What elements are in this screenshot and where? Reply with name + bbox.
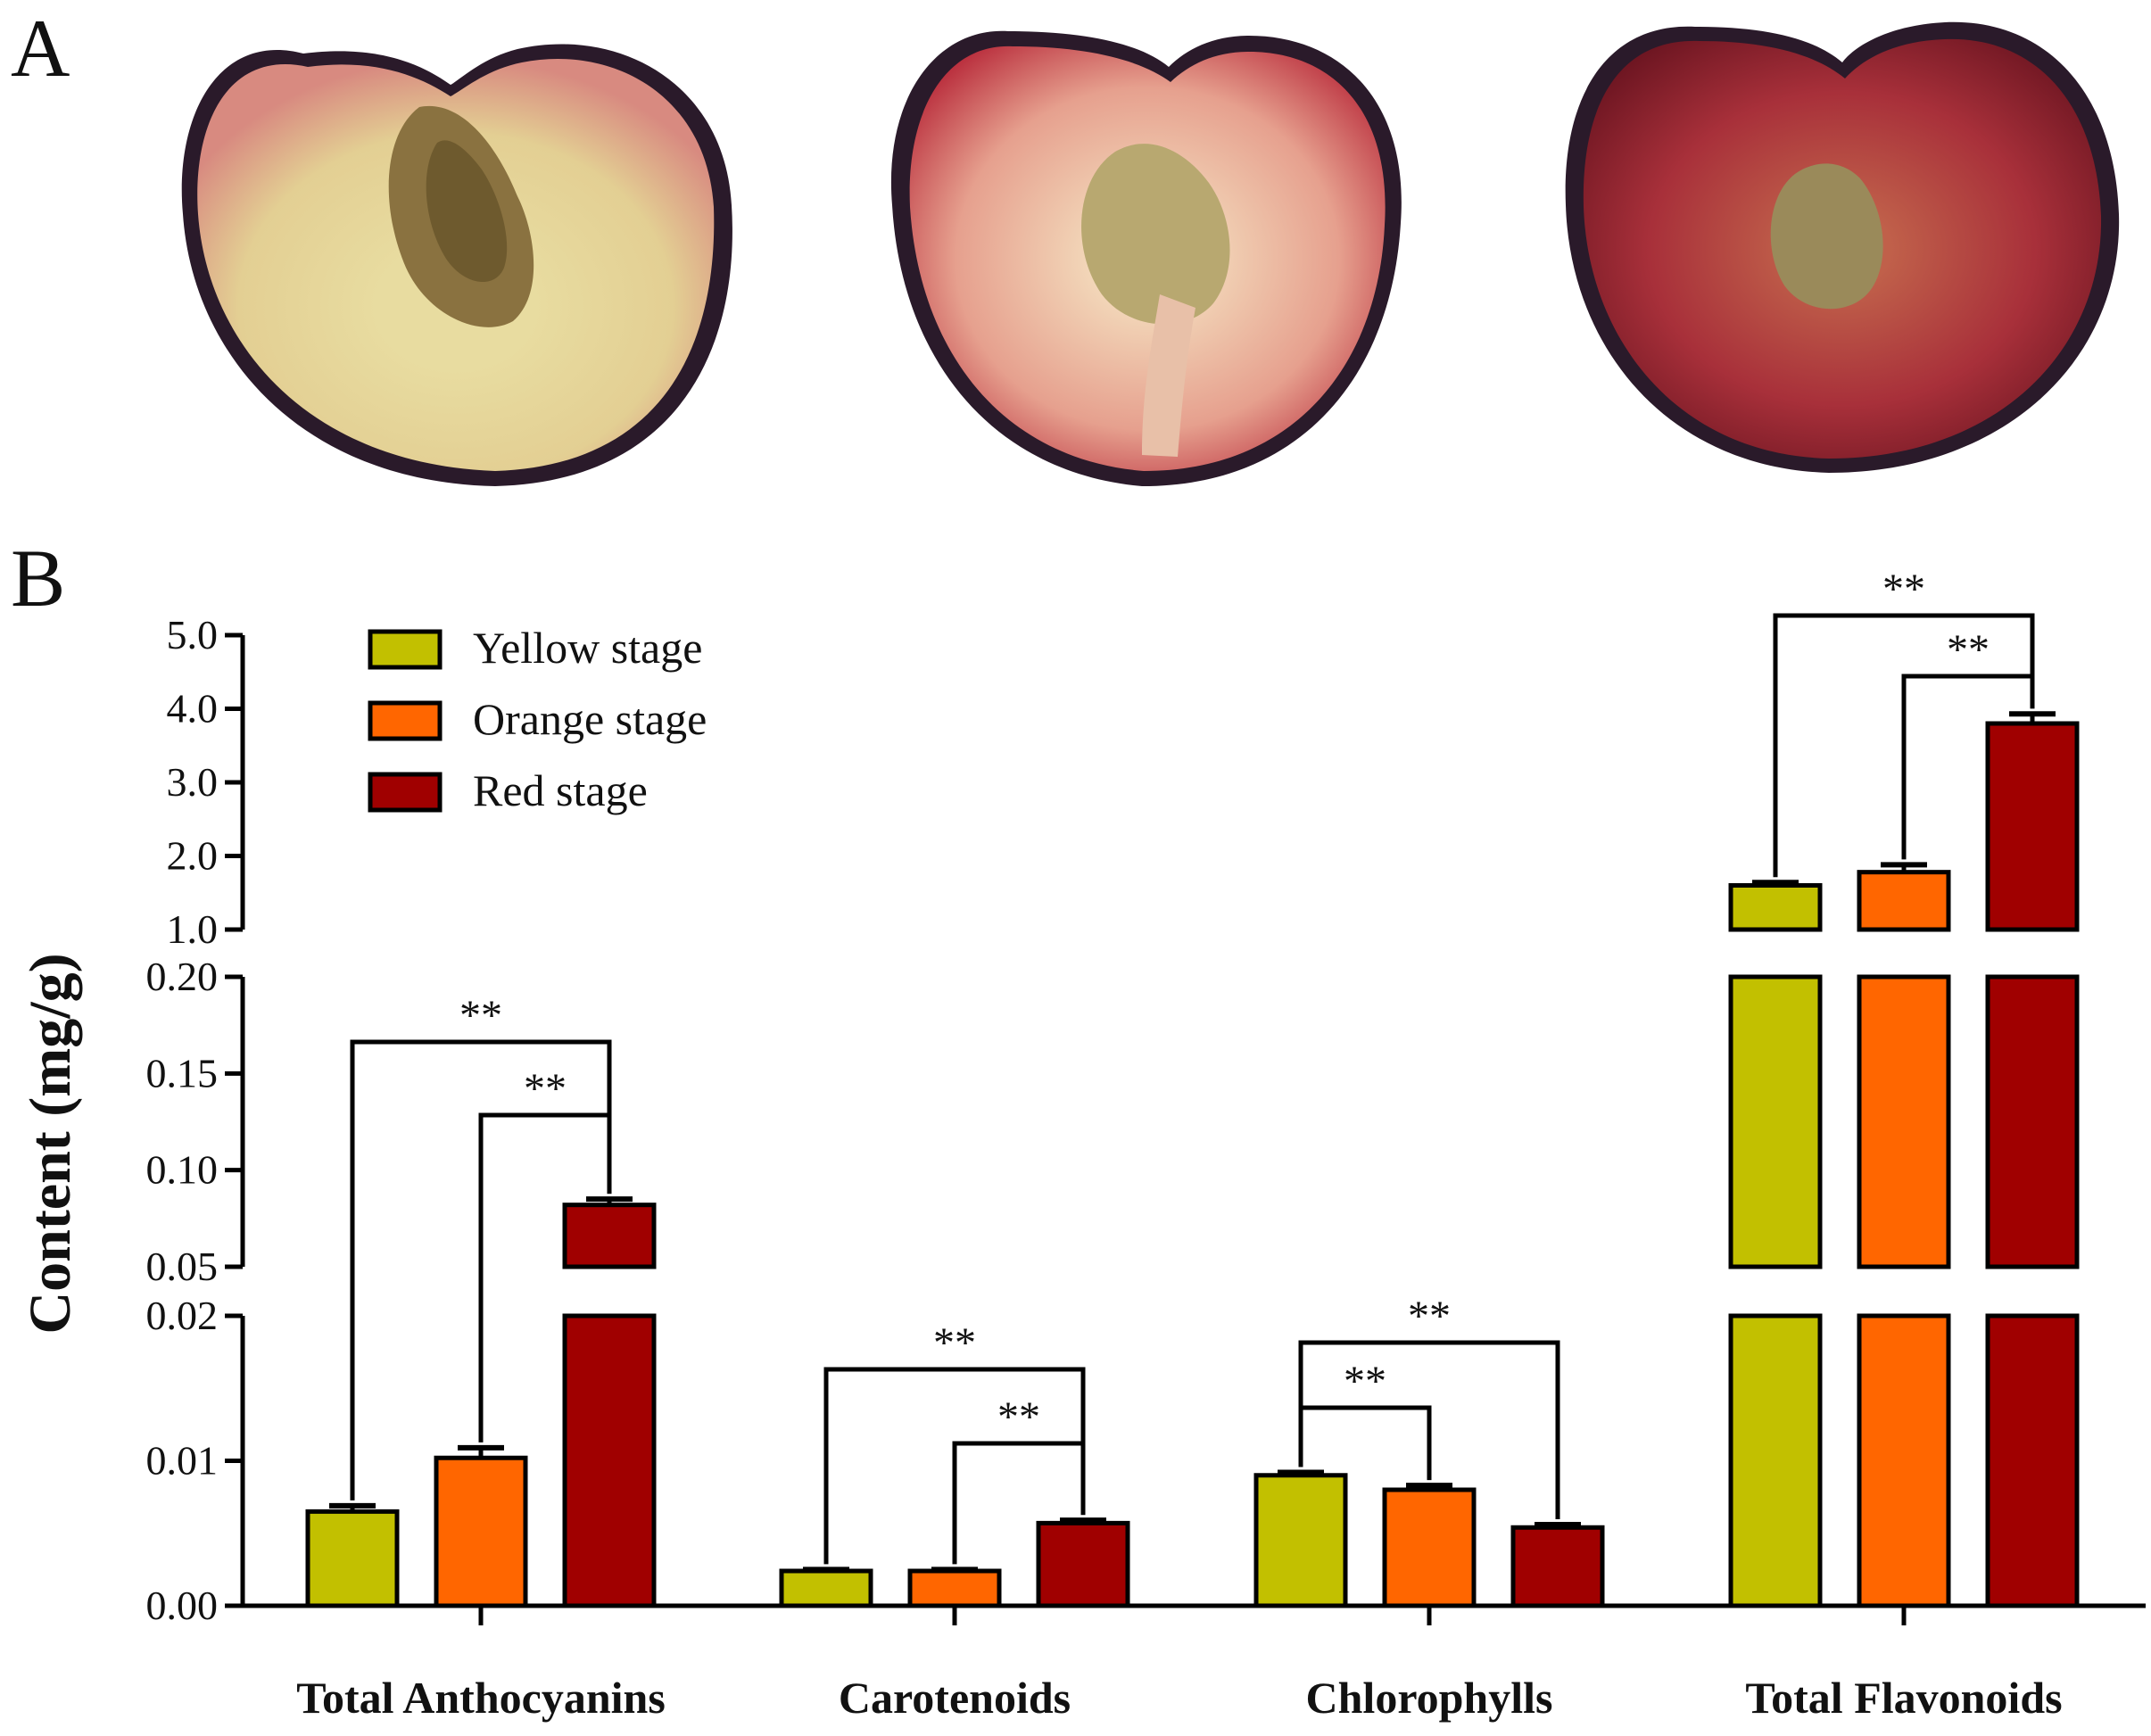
y-tick-label: 0.20 [146, 954, 219, 999]
y-axis-title: Content (mg/g) [18, 953, 83, 1334]
significance-label: ** [1882, 566, 1925, 613]
significance-label: ** [524, 1065, 567, 1112]
x-category-label: Total Flavonoids [1745, 1673, 2062, 1723]
panel-label-a: A [11, 3, 70, 94]
bar [562, 1313, 657, 1608]
significance-label: ** [1344, 1358, 1386, 1405]
significance-bracket [478, 1112, 612, 1443]
bar [1857, 870, 1951, 932]
bar [1728, 883, 1823, 932]
y-tick-label: 2.0 [167, 833, 219, 879]
bar-chart: Content (mg/g) 0.000.010.020.050.100.150… [18, 566, 2146, 1723]
significance-label: ** [1408, 1293, 1451, 1340]
legend-label: Red stage [473, 765, 648, 815]
significance-bracket [1901, 674, 2035, 860]
y-tick-label: 0.02 [146, 1293, 219, 1338]
bar [562, 1203, 657, 1269]
legend-label: Yellow stage [473, 623, 702, 673]
legend-swatch [368, 700, 443, 741]
significance-bracket [1298, 1340, 1560, 1519]
bars [305, 711, 2080, 1608]
bar [1253, 1473, 1348, 1608]
bar [434, 1455, 528, 1608]
y-tick-label: 0.05 [146, 1244, 219, 1289]
bar [1036, 1520, 1130, 1608]
significance-brackets: ** ** ** ** ** ** ** ** [350, 566, 2035, 1565]
legend-swatch [368, 629, 443, 670]
fruit-photo-orange-stage [890, 30, 1402, 486]
bar [779, 1568, 873, 1608]
significance-label: ** [997, 1393, 1040, 1441]
axis-break-band [240, 1269, 2143, 1313]
bar [1985, 721, 2080, 932]
y-tick-label: 1.0 [167, 906, 219, 952]
y-tick-label: 0.15 [146, 1050, 219, 1095]
axis-break-band [240, 932, 2143, 974]
y-tick-label: 3.0 [167, 759, 219, 805]
x-category-label: Total Anthocyanins [296, 1673, 666, 1723]
significance-label: ** [459, 992, 502, 1039]
significance-label: ** [1947, 626, 1990, 674]
bar [1382, 1487, 1477, 1608]
bar [1728, 1313, 1823, 1608]
y-tick-label: 0.10 [146, 1147, 219, 1193]
significance-bracket [1773, 613, 2035, 878]
y-tick-label: 5.0 [167, 612, 219, 657]
y-tick-label: 4.0 [167, 686, 219, 732]
bar [1510, 1525, 1605, 1608]
fruit-photo-yellow-stage [181, 44, 732, 486]
y-tick-label: 0.00 [146, 1583, 219, 1628]
bar [1857, 974, 1951, 1269]
bar [1985, 1313, 2080, 1608]
legend-label: Orange stage [473, 694, 707, 744]
bar [1985, 974, 2080, 1269]
legend: Yellow stage Orange stage Red stage [368, 623, 707, 815]
x-category-label: Chlorophylls [1306, 1673, 1553, 1723]
fruit-photo-red-stage [1565, 21, 2120, 473]
bar [1857, 1313, 1951, 1608]
panel-label-b: B [11, 533, 66, 624]
bar [305, 1509, 400, 1608]
significance-bracket [1298, 1405, 1432, 1481]
significance-bracket [952, 1441, 1086, 1565]
axes: 0.00 0.01 0.020.05 0.10 0.15 0.201.0 2.0 3.0 4.0… [146, 612, 2146, 1723]
bar [907, 1568, 1002, 1608]
y-tick-label: 0.01 [146, 1438, 219, 1484]
x-category-label: Carotenoids [839, 1673, 1071, 1723]
bar [1728, 974, 1823, 1269]
legend-swatch [368, 772, 443, 813]
significance-label: ** [933, 1319, 976, 1367]
